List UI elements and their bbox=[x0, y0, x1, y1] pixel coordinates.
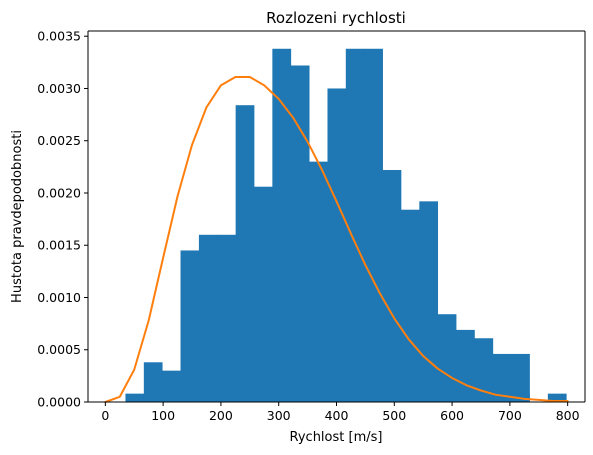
histogram-bar bbox=[199, 235, 218, 402]
histogram-bar bbox=[125, 394, 144, 402]
y-tick-label: 0.0025 bbox=[37, 133, 81, 148]
histogram-bar bbox=[254, 187, 273, 402]
histogram-bar bbox=[236, 105, 255, 402]
histogram-bar bbox=[309, 162, 328, 402]
histogram-bar bbox=[217, 235, 236, 402]
histogram-bar bbox=[291, 65, 310, 402]
histogram-bar bbox=[181, 250, 200, 402]
x-tick-label: 200 bbox=[209, 408, 233, 423]
x-tick-label: 500 bbox=[382, 408, 406, 423]
histogram-bar bbox=[438, 314, 457, 402]
x-tick-label: 0 bbox=[101, 408, 109, 423]
x-tick-label: 300 bbox=[267, 408, 291, 423]
histogram-bar bbox=[364, 49, 383, 402]
y-tick-label: 0.0020 bbox=[37, 185, 81, 200]
y-tick-label: 0.0035 bbox=[37, 29, 81, 44]
x-tick-label: 400 bbox=[325, 408, 349, 423]
histogram-bar bbox=[419, 201, 438, 402]
y-tick-label: 0.0030 bbox=[37, 81, 81, 96]
histogram-bar bbox=[346, 49, 365, 402]
y-tick-label: 0.0010 bbox=[37, 290, 81, 305]
y-axis-label: Hustota pravdepodobnosti bbox=[10, 130, 25, 303]
y-tick-label: 0.0000 bbox=[37, 395, 81, 410]
x-tick-label: 100 bbox=[151, 408, 175, 423]
histogram-bar bbox=[144, 362, 163, 402]
histogram-bar bbox=[383, 170, 402, 402]
x-tick-label: 800 bbox=[556, 408, 580, 423]
x-axis-label: Rychlost [m/s] bbox=[290, 430, 383, 445]
x-tick-label: 700 bbox=[498, 408, 522, 423]
histogram-bar bbox=[401, 210, 420, 402]
chart-title: Rozlozeni rychlosti bbox=[266, 9, 406, 27]
histogram-bar bbox=[162, 371, 181, 402]
y-tick-label: 0.0005 bbox=[37, 342, 81, 357]
histogram-bar bbox=[456, 330, 475, 402]
y-tick-label: 0.0015 bbox=[37, 238, 81, 253]
x-tick-label: 600 bbox=[440, 408, 464, 423]
histogram-bar bbox=[456, 394, 493, 402]
histogram-bar bbox=[327, 88, 346, 402]
